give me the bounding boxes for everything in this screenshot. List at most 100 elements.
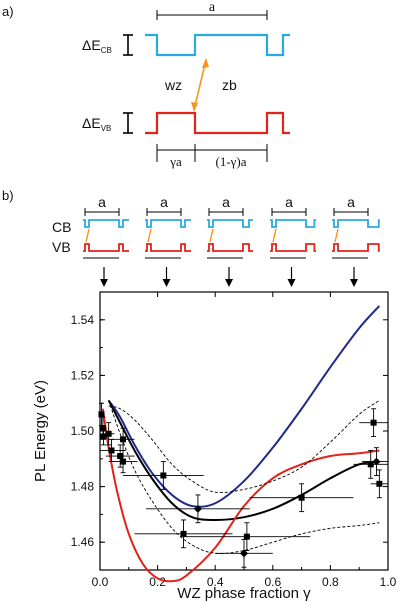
schematic-vb-edge [83, 243, 129, 252]
x-tick-label: 0.0 [92, 575, 109, 589]
schematic-cb-edge [83, 219, 129, 228]
data-point [102, 422, 115, 446]
conduction-band-edge [145, 33, 290, 57]
panel-b-label: b) [2, 188, 14, 203]
x-axis-label: WZ phase fraction γ [177, 585, 311, 602]
data-point [183, 522, 311, 551]
schematic-period-label: a [160, 194, 168, 210]
panel-a-label: a) [2, 4, 14, 19]
data-point [98, 402, 105, 426]
schematic-5: a [332, 194, 380, 287]
schematic-2: a [145, 194, 191, 287]
square-marker [120, 458, 127, 465]
square-marker [108, 447, 115, 454]
data-point [362, 447, 388, 476]
black-curve [107, 399, 380, 521]
schematic-period-label: a [285, 194, 293, 210]
y-tick-label: 1.46 [71, 535, 95, 549]
schematic-down-arrowhead [225, 279, 233, 287]
schematic-arrow [209, 228, 214, 243]
band-alignment-arrow [191, 58, 209, 112]
square-marker [98, 411, 105, 418]
wz-label: wz [164, 77, 182, 93]
square-marker [376, 480, 383, 487]
schematic-down-arrowhead [287, 279, 296, 287]
schematic-period-label: a [347, 194, 355, 210]
dashed-curve [108, 400, 380, 554]
dashed-curve [108, 400, 380, 494]
data-point [146, 494, 250, 524]
x-tick-label: 1.0 [380, 575, 397, 589]
y-axis-label: PL Energy (eV) [32, 380, 49, 482]
data-point [370, 469, 388, 499]
schematic-arrow [334, 228, 339, 243]
cb-label: CB [52, 219, 71, 235]
period-label: a [209, 0, 216, 15]
data-point [249, 483, 354, 513]
x-tick-label: 0.6 [264, 575, 281, 589]
panel-b: b) CB VB a a a a a [2, 188, 380, 287]
diamond-marker [240, 549, 248, 558]
schematic-cb-edge [332, 219, 380, 228]
model-curves [101, 305, 381, 583]
blue-curve [107, 305, 381, 508]
zb-width-label: (1-γ)a [215, 154, 246, 169]
y-tick-label: 1.50 [71, 424, 95, 438]
y-tick-label: 1.54 [71, 313, 95, 327]
gamma-a-label: γa [169, 154, 182, 169]
schematic-cb-edge [207, 219, 253, 228]
schematic-1: a [83, 194, 129, 287]
schematic-cb-edge [145, 219, 191, 228]
data-point [353, 450, 388, 479]
x-tick-label: 0.4 [207, 575, 224, 589]
square-marker [243, 533, 250, 540]
schematic-down-arrowhead [350, 279, 358, 287]
square-marker [117, 453, 124, 460]
square-marker [120, 436, 127, 443]
delta-ecb-label: ΔECB [82, 37, 112, 55]
schematic-4: a [270, 194, 316, 287]
delta-evb-label: ΔEVB [82, 115, 111, 133]
x-tick-label: 0.2 [149, 575, 166, 589]
square-marker [105, 430, 112, 437]
valence-band-edge [145, 111, 290, 135]
schematic-vb-edge [207, 243, 253, 252]
data-point [215, 538, 273, 568]
y-tick-label: 1.52 [71, 368, 95, 382]
y-tick-label: 1.48 [71, 480, 95, 494]
schematic-vb-edge [270, 243, 316, 252]
zb-label: zb [222, 77, 237, 93]
schematic-vb-edge [332, 243, 380, 252]
x-tick-label: 0.8 [322, 575, 339, 589]
vb-label: VB [52, 239, 71, 255]
pl-energy-chart: 0.0 0.2 0.4 0.6 0.8 1.0 1.46 1.48 1.50 1.52 1.54 W… [32, 291, 397, 602]
axis-ticks: 0.0 0.2 0.4 0.6 0.8 1.0 1.46 1.48 1.50 1.52 1.54 [71, 291, 397, 589]
schematic-period-label: a [222, 194, 230, 210]
square-marker [160, 472, 167, 479]
data-point [359, 408, 388, 438]
plot-frame [99, 291, 389, 571]
diamond-marker [372, 457, 381, 466]
diamond-marker [193, 504, 202, 513]
square-marker [367, 461, 374, 468]
data-point [111, 427, 135, 451]
schematic-arrow [85, 228, 90, 243]
square-marker [100, 433, 107, 440]
schematic-down-arrowhead [100, 279, 108, 287]
schematic-3: a [207, 194, 253, 287]
square-marker [298, 494, 305, 501]
schematic-down-arrowhead [162, 279, 171, 287]
schematic-arrow [147, 228, 152, 243]
data-points [98, 402, 388, 568]
panel-a: a) a ΔECB wz zb ΔEVB γa [2, 0, 290, 169]
schematic-arrow [272, 228, 277, 243]
square-marker [180, 530, 187, 537]
schematic-period-label: a [98, 194, 106, 210]
data-point [134, 519, 233, 549]
data-point [100, 427, 107, 446]
schematic-vb-edge [145, 243, 191, 252]
schematic-cb-edge [270, 219, 316, 228]
square-marker [370, 419, 377, 426]
